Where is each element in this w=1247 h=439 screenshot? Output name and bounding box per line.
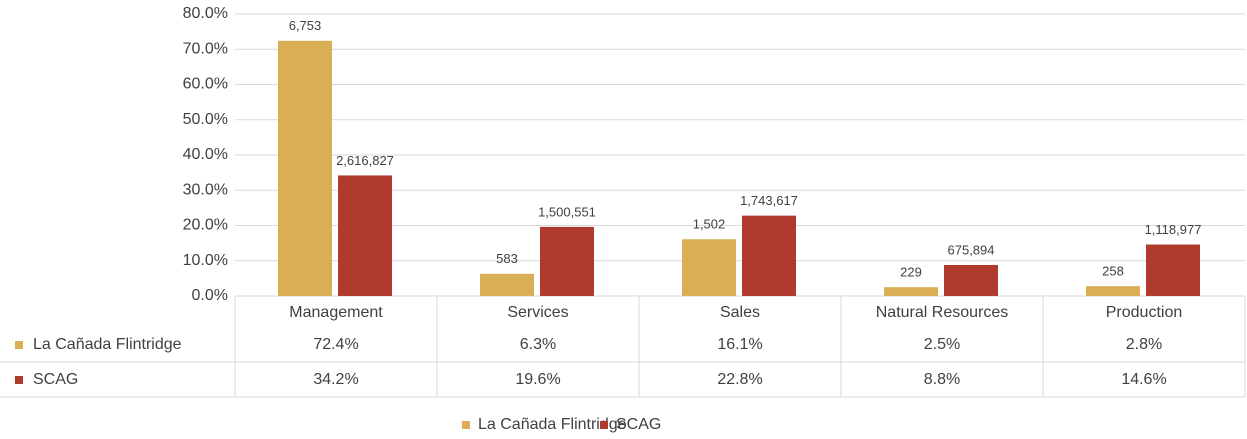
- bar: [1146, 244, 1200, 296]
- bar: [742, 215, 796, 296]
- table-legend-key: [15, 376, 23, 384]
- table-row-label: SCAG: [33, 371, 78, 388]
- bar: [540, 226, 594, 296]
- x-tick-label: Sales: [720, 304, 760, 321]
- legend-label: La Cañada Flintridge: [478, 416, 627, 433]
- bar: [338, 175, 392, 296]
- legend-key: [600, 421, 608, 429]
- bar: [1086, 286, 1140, 296]
- data-label: 2,616,827: [336, 153, 394, 168]
- y-tick-label: 30.0%: [183, 181, 228, 198]
- data-label: 6,753: [289, 18, 322, 33]
- bar: [480, 273, 534, 296]
- table-cell: 72.4%: [313, 336, 358, 353]
- x-tick-label: Management: [289, 304, 383, 321]
- bar: [278, 40, 332, 296]
- table-cell: 16.1%: [717, 336, 762, 353]
- table-cell: 8.8%: [924, 371, 960, 388]
- table-cell: 14.6%: [1121, 371, 1166, 388]
- table-row-label: La Cañada Flintridge: [33, 336, 182, 353]
- data-label: 258: [1102, 264, 1124, 279]
- y-tick-label: 70.0%: [183, 40, 228, 57]
- bar: [884, 287, 938, 296]
- table-cell: 22.8%: [717, 371, 762, 388]
- y-tick-label: 60.0%: [183, 76, 228, 93]
- bar: [682, 239, 736, 296]
- y-tick-label: 20.0%: [183, 217, 228, 234]
- table-legend-key: [15, 341, 23, 349]
- data-label: 1,502: [693, 217, 726, 232]
- x-tick-label: Production: [1106, 304, 1183, 321]
- x-tick-label: Natural Resources: [876, 304, 1009, 321]
- data-label: 675,894: [948, 242, 995, 257]
- y-tick-label: 80.0%: [183, 5, 228, 22]
- table-cell: 2.8%: [1126, 336, 1162, 353]
- table-cell: 19.6%: [515, 371, 560, 388]
- legend-key: [462, 421, 470, 429]
- y-tick-label: 0.0%: [192, 287, 228, 304]
- data-label: 1,500,551: [538, 204, 596, 219]
- table-cell: 6.3%: [520, 336, 556, 353]
- table-cell: 34.2%: [313, 371, 358, 388]
- y-tick-label: 10.0%: [183, 252, 228, 269]
- y-tick-label: 50.0%: [183, 111, 228, 128]
- data-label: 583: [496, 251, 518, 266]
- legend-label: SCAG: [616, 416, 661, 433]
- x-tick-label: Services: [507, 304, 568, 321]
- data-label: 229: [900, 265, 922, 280]
- data-label: 1,118,977: [1145, 222, 1202, 237]
- bar: [944, 264, 998, 296]
- table-cell: 2.5%: [924, 336, 960, 353]
- y-tick-label: 40.0%: [183, 146, 228, 163]
- data-label: 1,743,617: [740, 193, 798, 208]
